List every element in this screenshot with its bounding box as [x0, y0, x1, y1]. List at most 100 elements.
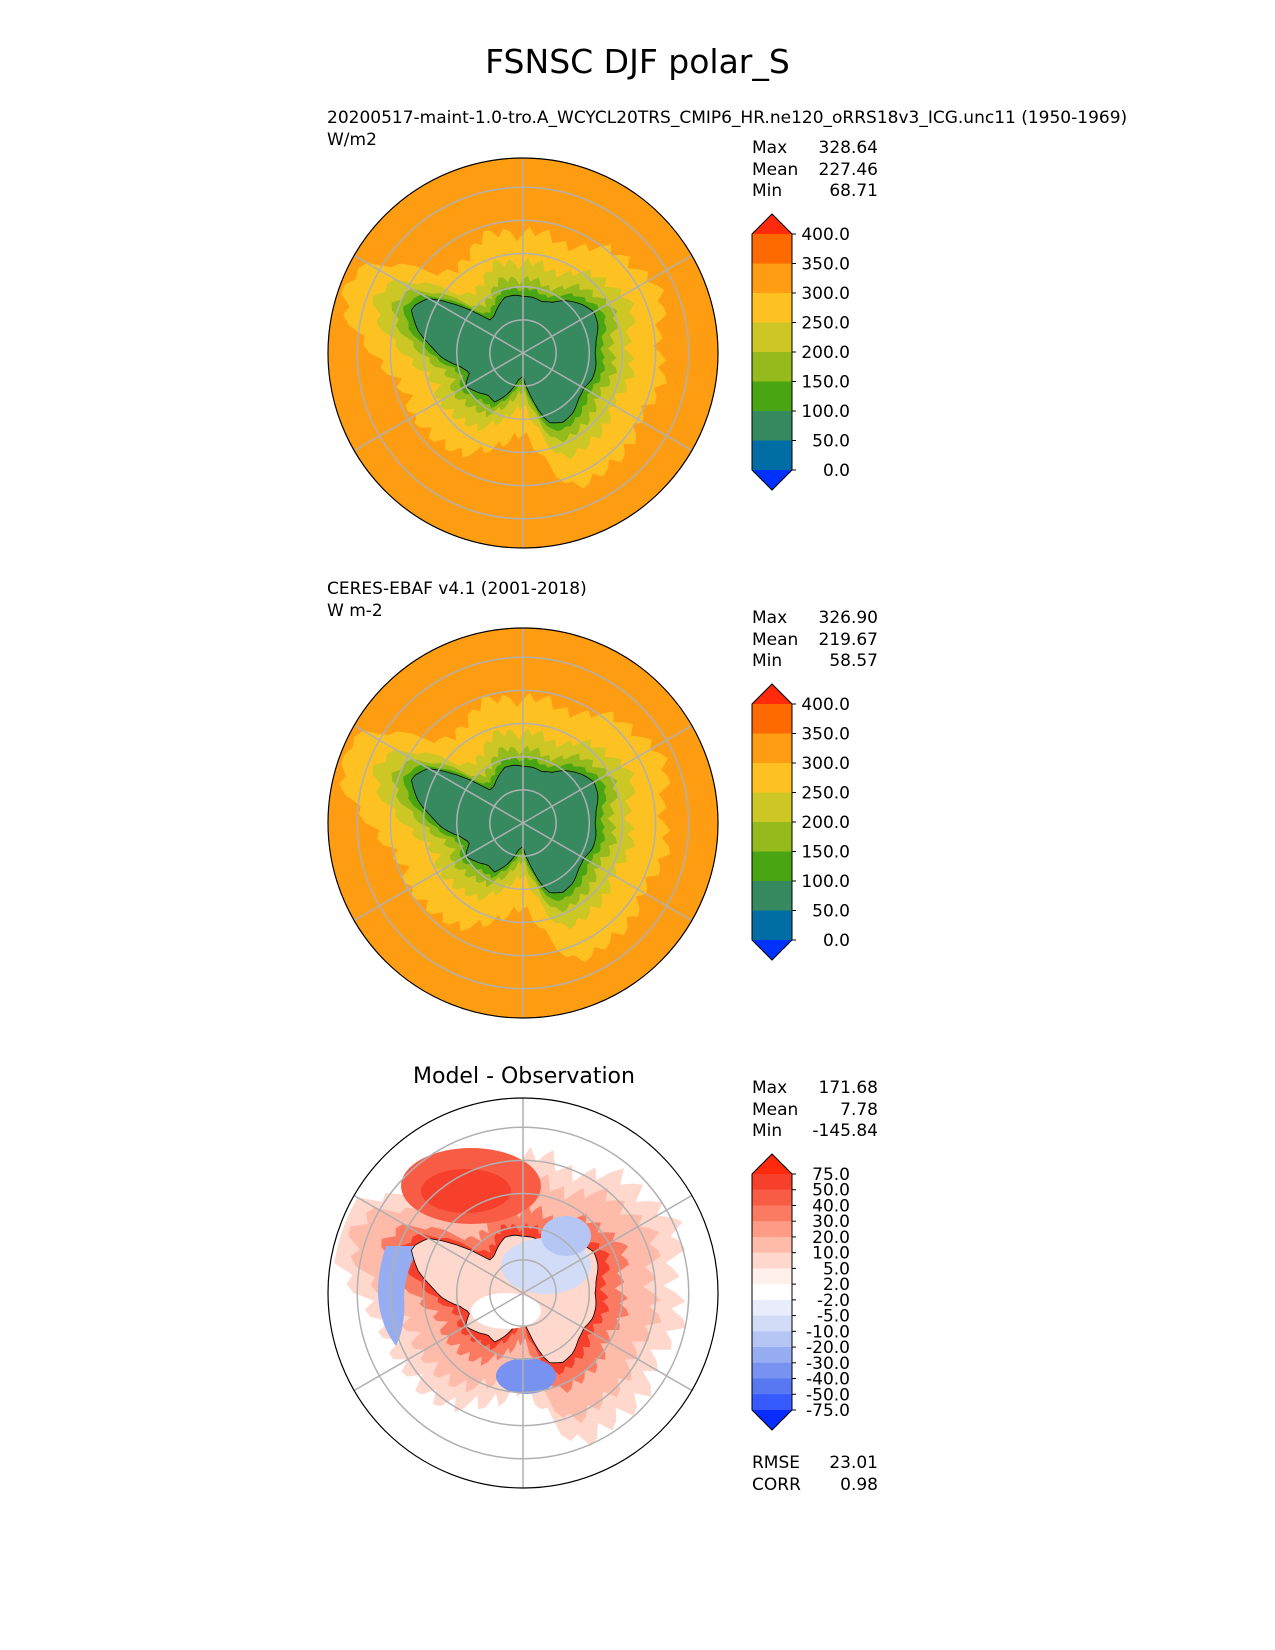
colorbar-test-swatch — [752, 440, 792, 471]
colorbar-difference-swatch — [752, 1394, 792, 1411]
stat-max-value: 171.68 — [818, 1078, 878, 1098]
colorbar-difference-swatch — [752, 1331, 792, 1348]
stat-min-value: 68.71 — [829, 181, 878, 201]
stat-mean-label: Mean — [752, 159, 799, 180]
panel-difference-metrics: RMSE 23.01 CORR 0.98 — [752, 1453, 878, 1496]
panel-difference-heading: Model - Observation — [413, 1064, 635, 1089]
panel-reference-title-line1: CERES-EBAF v4.1 (2001-2018) — [327, 579, 587, 599]
colorbar-difference-tick-label: 30.0 — [812, 1212, 850, 1232]
colorbar-reference-tick-label: 0.0 — [823, 931, 850, 951]
colorbar-test: 400.0 350.0 300.0 250.0 200.0 150.0 100.0 50.0 0… — [751, 213, 850, 491]
metric-corr-value: 0.98 — [840, 1474, 878, 1495]
colorbar-reference-tick-label: 100.0 — [801, 872, 850, 892]
colorbar-difference-swatch — [752, 1236, 792, 1254]
colorbar-reference-tick-label: 400.0 — [801, 695, 850, 715]
colorbar-difference-swatch — [752, 1362, 792, 1380]
colorbar-test-tick-label: 200.0 — [801, 343, 850, 363]
colorbar-difference-swatch — [752, 1221, 792, 1238]
colorbar-difference-tick-label: -10.0 — [806, 1322, 850, 1342]
stat-mean-value: 219.67 — [818, 629, 878, 650]
colorbar-difference-tick-label: -50.0 — [806, 1385, 850, 1405]
colorbar-test-swatch — [752, 322, 792, 353]
map-boundary — [327, 627, 719, 1019]
colorbar-reference-swatch — [752, 704, 792, 734]
colorbar-difference-swatch — [752, 1347, 792, 1364]
map-boundary — [327, 1097, 719, 1489]
polar-map-reference — [327, 627, 719, 1019]
colorbar-difference-extend-bottom — [752, 1410, 792, 1430]
graticule — [353, 1098, 693, 1488]
colorbar-difference-swatch — [752, 1268, 792, 1285]
colorbar-reference-swatch — [752, 910, 792, 941]
colorbar-reference-extend-bottom — [752, 940, 792, 960]
polar-map-difference — [327, 1097, 719, 1489]
colorbar-difference-swatch — [752, 1205, 792, 1222]
stat-mean-label: Mean — [752, 629, 799, 650]
panel-difference-stats: Max 171.68 Mean 7.78 Min -145.84 — [752, 1078, 878, 1143]
colorbar-reference-tick-label: 150.0 — [801, 843, 850, 863]
positive-anomaly-core — [421, 1169, 511, 1213]
colorbar-difference: 75.050.040.030.020.010.05.02.0-2.0-5.0-1… — [751, 1153, 850, 1431]
colorbar-difference-tick-label: -75.0 — [806, 1401, 850, 1421]
colorbar-reference-swatch — [752, 733, 792, 764]
colorbar-difference-tick-label: 2.0 — [823, 1275, 850, 1295]
stat-max-value: 326.90 — [818, 608, 878, 628]
graticule — [353, 158, 693, 548]
colorbar-test-tick-label: 50.0 — [812, 432, 850, 452]
colorbar-reference-swatch — [752, 881, 792, 911]
stat-max-value: 328.64 — [818, 138, 878, 158]
stat-max-label: Max — [752, 138, 788, 158]
neutral-interior — [471, 1293, 541, 1329]
panel-test-units: W/m2 — [327, 130, 377, 150]
colorbar-test-swatch — [752, 234, 792, 264]
stat-mean-label: Mean — [752, 1099, 799, 1120]
colorbar-test-tick-label: 0.0 — [823, 461, 850, 481]
negative-anomaly-plateau — [541, 1216, 591, 1256]
colorbar-difference-swatch — [752, 1315, 792, 1332]
colorbar-difference-swatch — [752, 1299, 792, 1317]
panel-test-title: 20200517-maint-1.0-tro.A_WCYCL20TRS_CMIP… — [327, 107, 1127, 151]
colorbar-test-tick-label: 100.0 — [801, 402, 850, 422]
colorbar-test-tick-label: 300.0 — [801, 284, 850, 304]
panel-test-stats: Max 328.64 Mean 227.46 Min 68.71 — [752, 138, 878, 203]
colorbar-reference-swatch — [752, 851, 792, 882]
colorbar-reference-tick-label: 350.0 — [801, 725, 850, 745]
panel-reference-stats: Max 326.90 Mean 219.67 Min 58.57 — [752, 608, 878, 673]
colorbar-reference-swatch — [752, 763, 792, 793]
stat-min-value: 58.57 — [829, 651, 878, 671]
colorbar-test-extend-top — [752, 214, 792, 234]
colorbar-test-extend-bottom — [752, 470, 792, 490]
colorbar-difference-tick-label: 75.0 — [812, 1165, 850, 1185]
colorbar-test-tick-label: 250.0 — [801, 314, 850, 334]
colorbar-difference-swatch — [752, 1252, 792, 1269]
colorbar-difference-swatch — [752, 1284, 792, 1301]
colorbar-difference-swatch — [752, 1174, 792, 1191]
colorbar-reference-tick-label: 300.0 — [801, 754, 850, 774]
colorbar-test-tick-label: 400.0 — [801, 225, 850, 245]
map-boundary — [327, 157, 719, 549]
colorbar-test-swatch — [752, 352, 792, 382]
colorbar-test-swatch — [752, 263, 792, 294]
stat-mean-value: 7.78 — [840, 1099, 878, 1120]
colorbar-test-swatch — [752, 381, 792, 412]
colorbar-difference-tick-label: 5.0 — [823, 1259, 850, 1279]
colorbar-difference-tick-label: 50.0 — [812, 1181, 850, 1201]
colorbar-difference-extend-top — [752, 1154, 792, 1174]
colorbar-reference-swatch — [752, 792, 792, 823]
stat-mean-value: 227.46 — [818, 159, 878, 180]
panel-reference-units: W m-2 — [327, 601, 383, 621]
colorbar-difference-tick-label: 20.0 — [812, 1228, 850, 1248]
negative-anomaly-south — [496, 1358, 556, 1394]
stat-min-value: -145.84 — [812, 1121, 878, 1141]
colorbar-difference-tick-label: -2.0 — [817, 1291, 850, 1311]
metric-rmse-value: 23.01 — [829, 1453, 878, 1473]
polar-map-test — [327, 157, 719, 549]
metric-corr-label: CORR — [752, 1474, 801, 1495]
negative-anomaly-west — [378, 1246, 421, 1346]
colorbar-reference: 400.0 350.0 300.0 250.0 200.0 150.0 100.0 50.0 0… — [751, 683, 850, 961]
colorbar-reference-swatch — [752, 822, 792, 852]
metric-rmse-label: RMSE — [752, 1453, 801, 1473]
colorbar-reference-extend-top — [752, 684, 792, 704]
colorbar-difference-tick-label: 10.0 — [812, 1244, 850, 1264]
colorbar-difference-swatch — [752, 1378, 792, 1395]
